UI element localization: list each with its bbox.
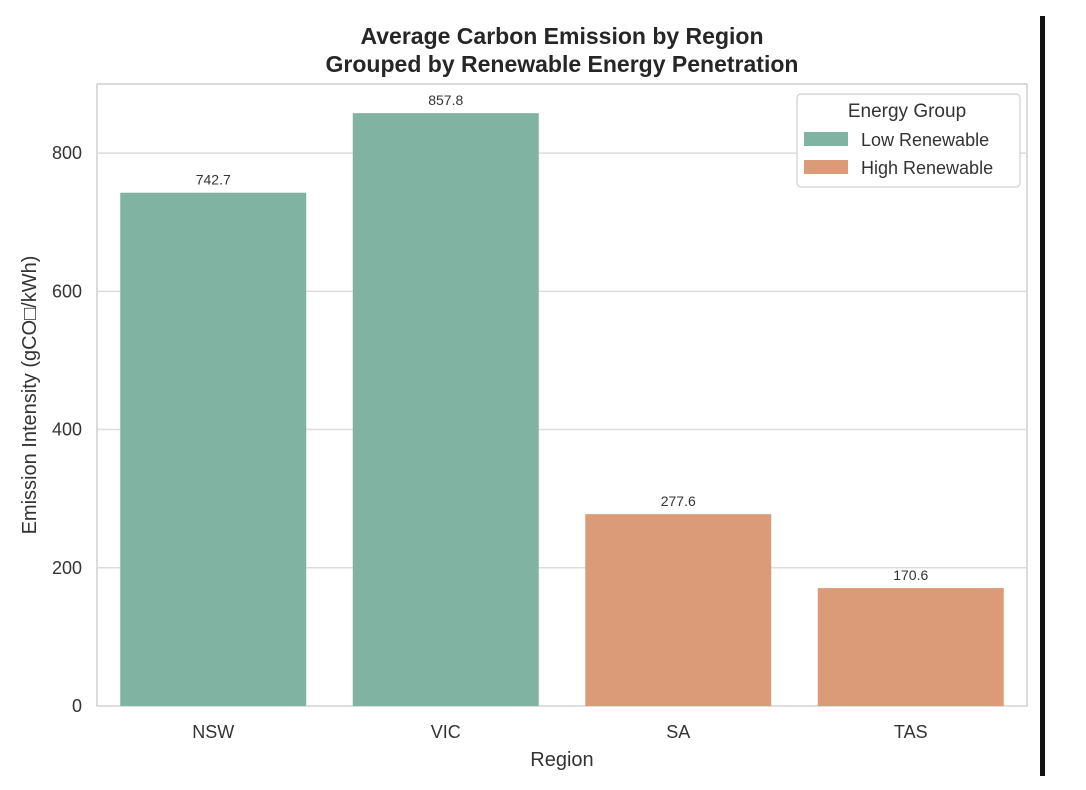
x-tick-label-nsw: NSW (192, 722, 234, 742)
legend-entry-high-renewable: High Renewable (861, 158, 993, 178)
legend-swatch-high-renewable (804, 160, 848, 174)
legend-box (796, 93, 1021, 188)
bar-nsw (120, 192, 307, 706)
x-axis-label: Region (530, 749, 593, 771)
bar-sa (585, 514, 772, 706)
bars (120, 113, 1004, 706)
legend: Energy Group Low Renewable High Renewabl… (796, 93, 1021, 188)
y-tick-labels: 0 200 400 600 800 (52, 143, 82, 716)
chart-title: Average Carbon Emission by Region (360, 23, 763, 49)
legend-swatch-low-renewable (804, 132, 848, 146)
x-tick-label-vic: VIC (431, 722, 461, 742)
x-tick-labels: NSW VIC SA TAS (192, 722, 927, 742)
y-tick-label-0: 0 (72, 696, 82, 716)
y-axis-label: Emission Intensity (gCO□/kWh) (19, 256, 41, 535)
bar-value-label-vic: 857.8 (428, 92, 463, 108)
legend-title: Energy Group (848, 101, 966, 122)
chart-subtitle: Grouped by Renewable Energy Penetration (326, 51, 799, 77)
bar-value-label-nsw: 742.7 (196, 172, 231, 188)
bar-value-label-tas: 170.6 (893, 567, 928, 583)
x-tick-label-sa: SA (666, 722, 690, 742)
y-tick-label-400: 400 (52, 420, 82, 440)
x-tick-label-tas: TAS (894, 722, 928, 742)
bar-value-labels: 742.7 857.8 277.6 170.6 (196, 92, 929, 583)
y-tick-label-600: 600 (52, 281, 82, 301)
bar-vic (352, 113, 539, 706)
y-tick-label-200: 200 (52, 558, 82, 578)
right-edge-rule (1040, 16, 1045, 776)
bar-tas (817, 588, 1004, 706)
legend-entry-low-renewable: Low Renewable (861, 130, 989, 150)
y-tick-label-800: 800 (52, 143, 82, 163)
bar-value-label-sa: 277.6 (661, 493, 696, 509)
